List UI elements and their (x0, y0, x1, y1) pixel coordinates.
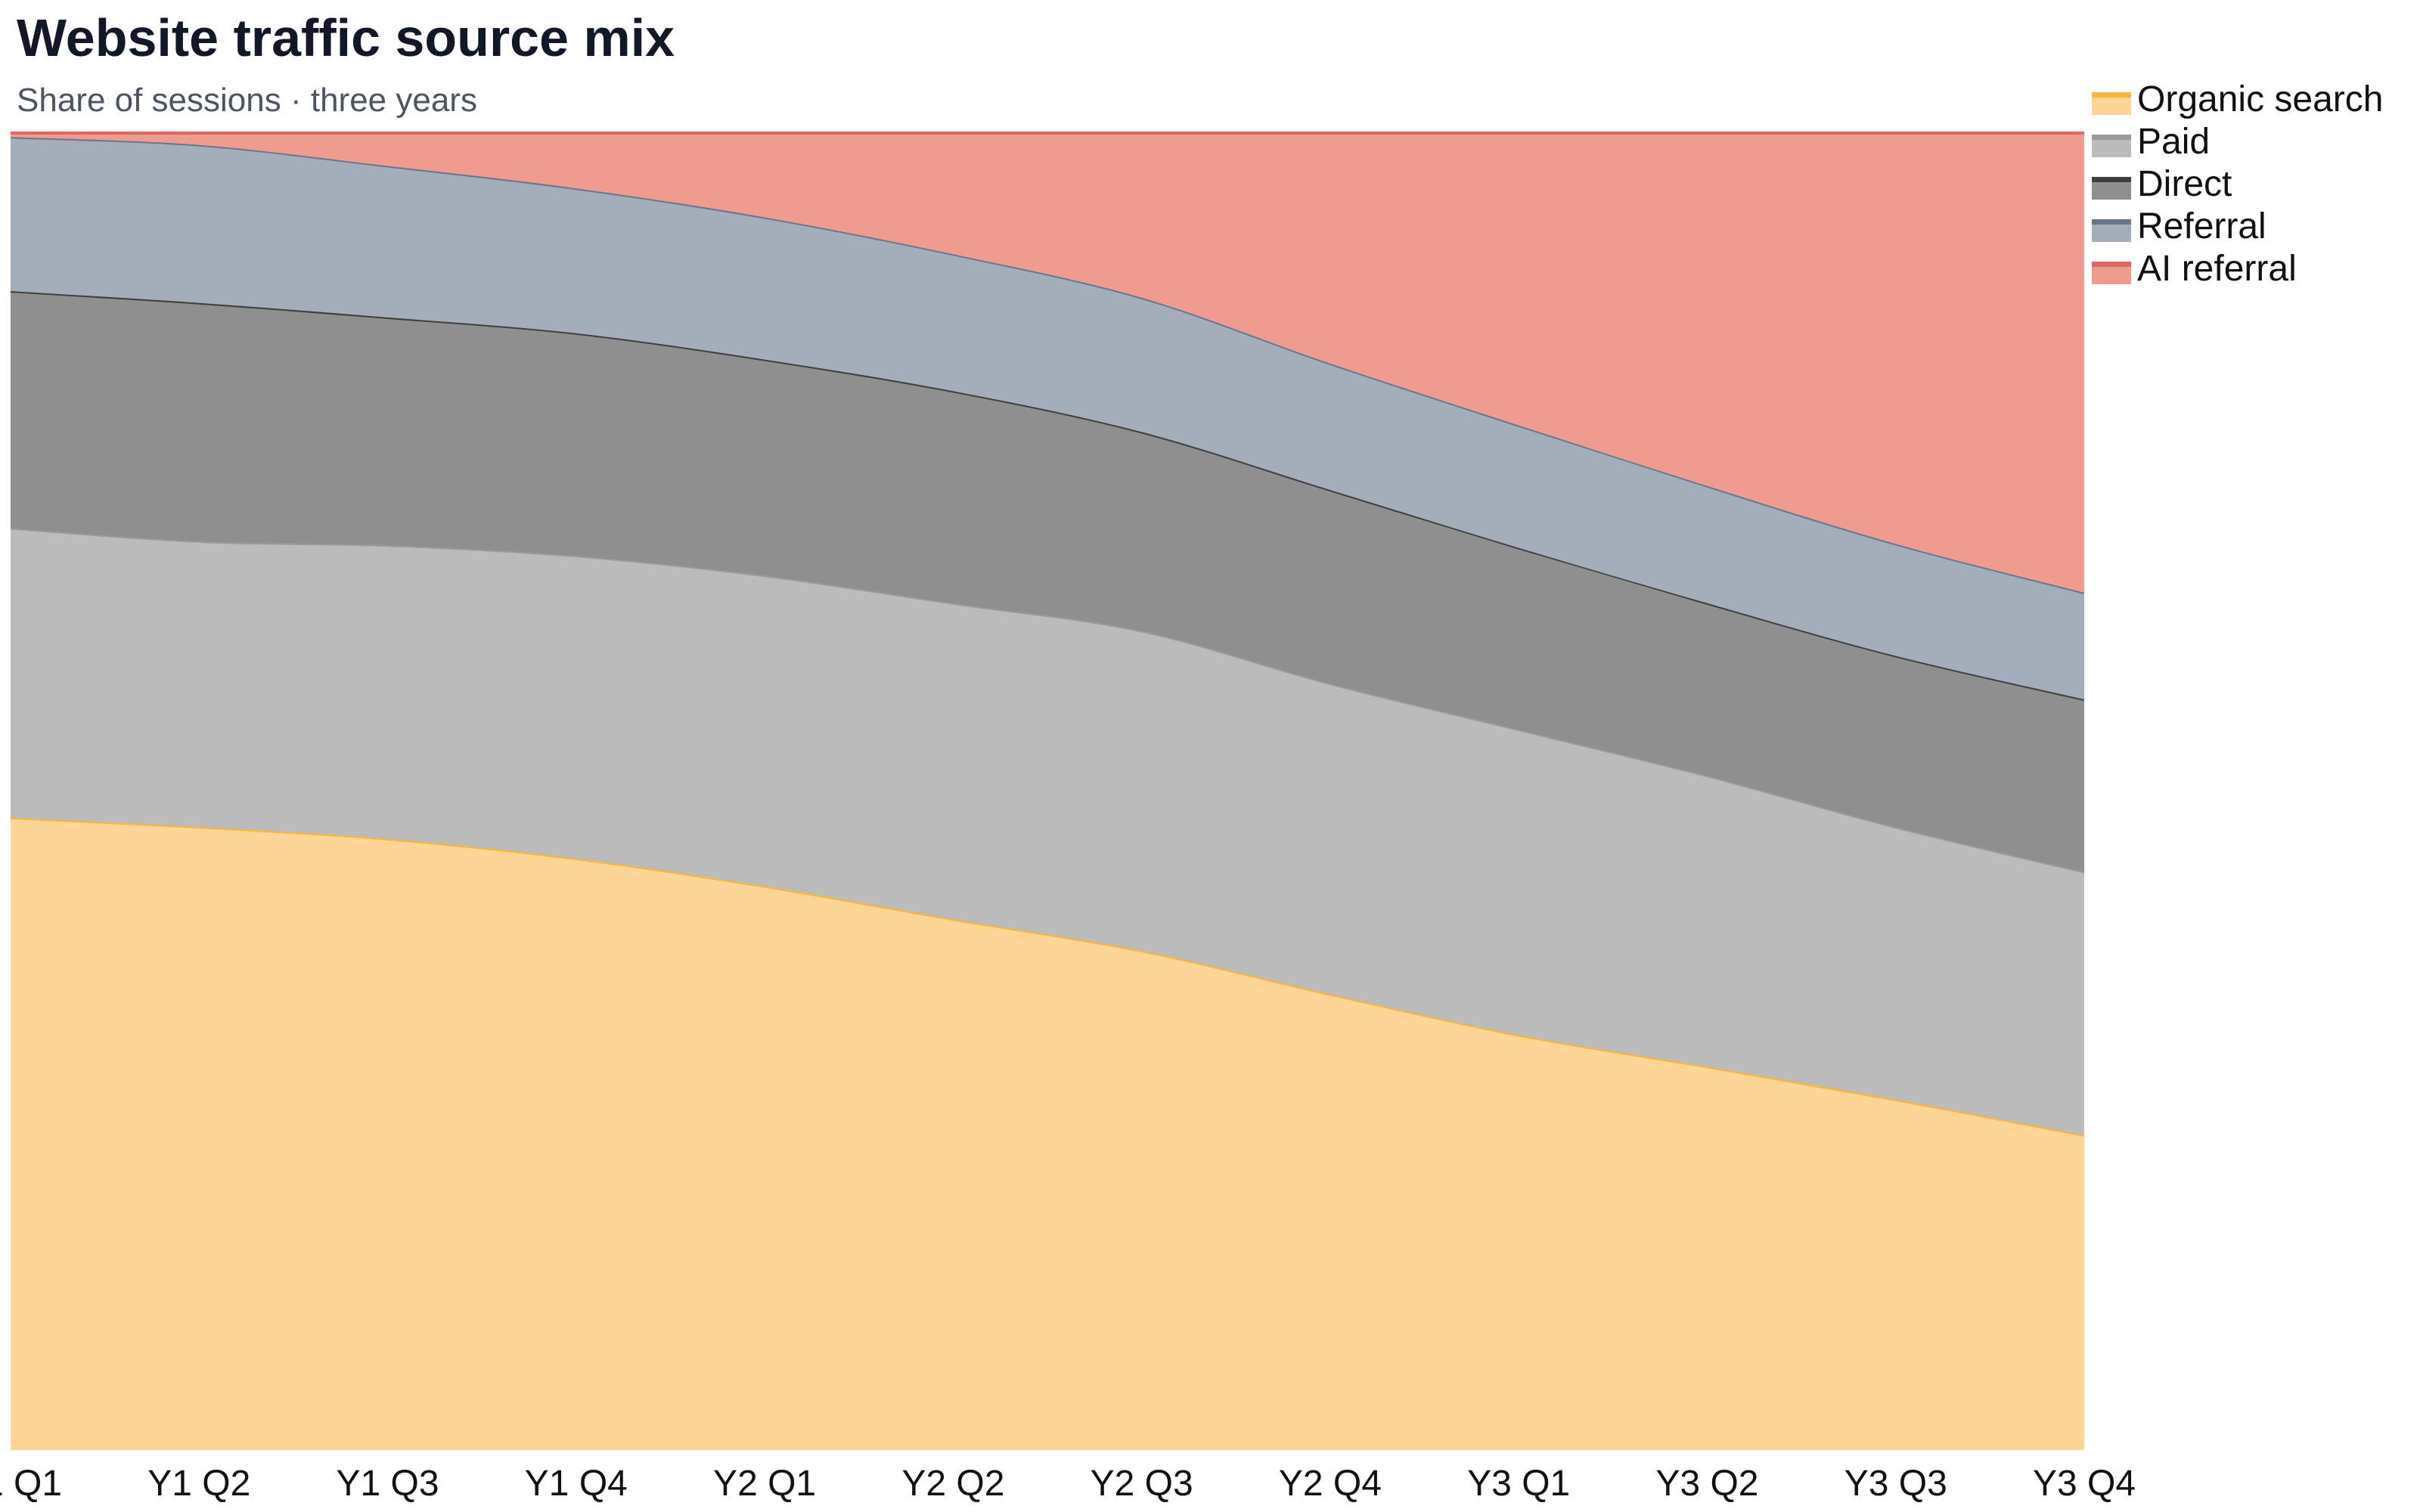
area-ai-referral (11, 133, 2084, 593)
legend-swatch-line (2092, 219, 2131, 225)
area-layers (10, 131, 2085, 1450)
chart-subtitle: Share of sessions · three years (17, 82, 477, 119)
line-direct (10, 290, 2085, 702)
line-organic-search (10, 816, 2085, 1137)
legend-swatch-line (2092, 177, 2131, 182)
chart-title: Website traffic source mix (17, 8, 675, 67)
legend-swatch-line (2092, 262, 2131, 267)
x-tick-label: Y2 Q1 (713, 1464, 816, 1504)
legend-label: Direct (2137, 164, 2232, 204)
x-axis-ticks: Y1 Q1 Y1 Q2 Y1 Q3 Y1 Q4 Y2 Q1 Y2 Q2 Y2 Q3 Y2 Q4… (0, 1464, 2136, 1504)
legend-label: Organic search (2137, 79, 2383, 119)
area-direct (11, 291, 2084, 872)
x-tick-label: Y1 Q2 (147, 1464, 250, 1504)
x-tick-label: Y1 Q4 (525, 1464, 628, 1504)
x-tick-label: Y3 Q1 (1467, 1464, 1570, 1504)
legend-label: AI referral (2137, 249, 2297, 289)
legend-label: Referral (2137, 206, 2266, 246)
x-tick-label: Y1 Q3 (337, 1464, 439, 1504)
x-tick-label: Y1 Q1 (0, 1464, 62, 1504)
x-tick-label: Y3 Q3 (1844, 1464, 1947, 1504)
area-organic-search (11, 817, 2084, 1450)
legend-item-paid: Paid (2092, 122, 2210, 162)
legend-item-referral: Referral (2092, 206, 2266, 246)
area-referral (11, 137, 2084, 700)
area-paid (11, 528, 2084, 1136)
x-tick-label: Y2 Q4 (1279, 1464, 1382, 1504)
legend-swatch-line (2092, 92, 2131, 98)
line-paid (10, 526, 2085, 874)
x-tick-label: Y2 Q2 (901, 1464, 1004, 1504)
x-tick-label: Y3 Q4 (2033, 1464, 2136, 1504)
legend-swatch-line (2092, 135, 2131, 140)
legend-item-ai-referral: AI referral (2092, 249, 2297, 289)
x-tick-label: Y3 Q2 (1655, 1464, 1758, 1504)
legend-item-organic-search: Organic search (2092, 79, 2383, 119)
legend-label: Paid (2137, 122, 2210, 162)
x-tick-label: Y2 Q3 (1091, 1464, 1193, 1504)
legend-item-direct: Direct (2092, 164, 2232, 204)
